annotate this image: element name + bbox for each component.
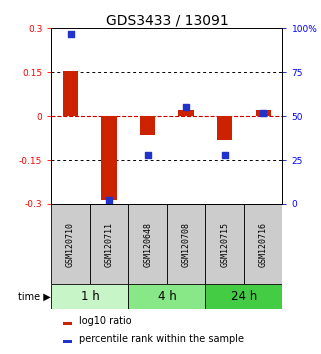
Bar — [128, 284, 205, 309]
Point — [261, 110, 266, 115]
Bar — [256, 110, 271, 116]
Text: GSM120711: GSM120711 — [105, 222, 114, 267]
Text: GSM120648: GSM120648 — [143, 222, 152, 267]
Bar — [205, 284, 282, 309]
Point — [68, 31, 73, 36]
Bar — [167, 204, 205, 284]
Text: 24 h: 24 h — [231, 290, 257, 303]
Bar — [217, 116, 232, 139]
Bar — [51, 284, 128, 309]
Text: GSM120708: GSM120708 — [182, 222, 191, 267]
Bar — [90, 204, 128, 284]
Text: GSM120710: GSM120710 — [66, 222, 75, 267]
Text: 1 h: 1 h — [81, 290, 99, 303]
Bar — [244, 204, 282, 284]
Point — [107, 198, 112, 203]
Text: log10 ratio: log10 ratio — [79, 316, 132, 326]
Bar — [128, 204, 167, 284]
Text: GSM120715: GSM120715 — [220, 222, 229, 267]
Text: GSM120716: GSM120716 — [259, 222, 268, 267]
Bar — [101, 116, 117, 200]
Point — [184, 104, 189, 110]
Text: 4 h: 4 h — [158, 290, 176, 303]
Bar — [51, 204, 90, 284]
Bar — [63, 71, 78, 116]
Title: GDS3433 / 13091: GDS3433 / 13091 — [106, 13, 228, 27]
Text: time ▶: time ▶ — [18, 292, 51, 302]
Point — [222, 152, 227, 158]
Bar — [178, 110, 194, 116]
Bar — [63, 322, 72, 325]
Point — [145, 152, 150, 158]
Bar — [63, 341, 72, 343]
Bar — [205, 204, 244, 284]
Text: percentile rank within the sample: percentile rank within the sample — [79, 335, 244, 344]
Bar — [140, 116, 155, 135]
